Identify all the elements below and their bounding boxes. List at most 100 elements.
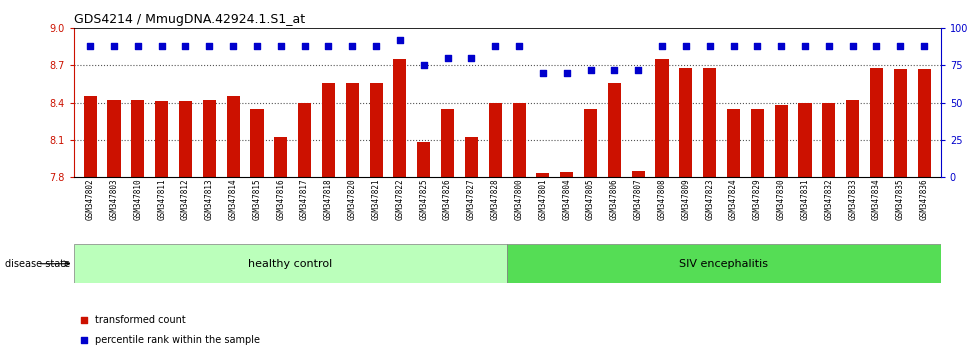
Text: GDS4214 / MmugDNA.42924.1.S1_at: GDS4214 / MmugDNA.42924.1.S1_at [74, 13, 305, 26]
Point [594, 48, 610, 54]
Point [797, 43, 812, 49]
Bar [203, 100, 216, 177]
Point [440, 55, 456, 61]
Text: GSM347821: GSM347821 [371, 178, 380, 220]
Bar [74, 244, 508, 283]
Text: GSM347834: GSM347834 [872, 178, 881, 220]
Point [583, 67, 599, 73]
Point [297, 43, 313, 49]
Bar [489, 103, 502, 177]
Point [821, 43, 837, 49]
Text: GSM347830: GSM347830 [777, 178, 786, 220]
Bar [393, 59, 407, 177]
Text: GSM347804: GSM347804 [563, 178, 571, 220]
Point [750, 43, 765, 49]
Bar [751, 109, 763, 177]
Bar [441, 109, 454, 177]
Point [464, 55, 479, 61]
Point [106, 43, 122, 49]
Bar [465, 137, 478, 177]
Text: SIV encephalitis: SIV encephalitis [679, 259, 768, 269]
Bar [274, 137, 287, 177]
Bar [179, 101, 192, 177]
Bar [656, 59, 668, 177]
Text: GSM347835: GSM347835 [896, 178, 905, 220]
Point [535, 70, 551, 76]
Text: GSM347816: GSM347816 [276, 178, 285, 220]
Point [893, 43, 908, 49]
Bar [226, 96, 240, 177]
Text: GSM347824: GSM347824 [729, 178, 738, 220]
Point [702, 43, 717, 49]
Point [678, 43, 694, 49]
Text: GSM347812: GSM347812 [181, 178, 190, 220]
Text: GSM347832: GSM347832 [824, 178, 833, 220]
Text: GSM347827: GSM347827 [466, 178, 476, 220]
Point [868, 43, 884, 49]
Text: GSM347818: GSM347818 [324, 178, 333, 220]
Point [916, 43, 932, 49]
Point [202, 43, 218, 49]
Point [154, 43, 170, 49]
Text: GSM347836: GSM347836 [919, 178, 929, 220]
Point [273, 43, 289, 49]
Point [225, 43, 241, 49]
Text: GSM347817: GSM347817 [300, 178, 309, 220]
Bar [108, 100, 121, 177]
Point [392, 38, 408, 43]
Text: GSM347820: GSM347820 [348, 178, 357, 220]
Bar [561, 172, 573, 177]
Bar [703, 68, 716, 177]
Text: GSM347822: GSM347822 [395, 178, 405, 220]
Text: GSM347811: GSM347811 [157, 178, 167, 220]
Text: GSM347829: GSM347829 [753, 178, 761, 220]
Bar [508, 244, 941, 283]
Point [630, 67, 646, 73]
Bar [417, 142, 430, 177]
Text: GSM347807: GSM347807 [634, 178, 643, 220]
Point [368, 43, 384, 49]
Bar [298, 103, 312, 177]
Bar [608, 83, 621, 177]
Point [607, 67, 622, 73]
Point [512, 43, 527, 49]
Text: GSM347828: GSM347828 [491, 178, 500, 220]
Bar [799, 103, 811, 177]
Bar [83, 96, 97, 177]
Text: GSM347833: GSM347833 [848, 178, 858, 220]
Bar [321, 83, 335, 177]
Text: GSM347806: GSM347806 [610, 178, 619, 220]
Point [249, 43, 265, 49]
Text: GSM347813: GSM347813 [205, 178, 214, 220]
Point [82, 43, 98, 49]
Text: GSM347814: GSM347814 [228, 178, 237, 220]
Text: GSM347808: GSM347808 [658, 178, 666, 220]
Point [320, 43, 336, 49]
Text: percentile rank within the sample: percentile rank within the sample [95, 335, 260, 345]
Bar [846, 100, 859, 177]
Bar [870, 68, 883, 177]
Bar [513, 103, 525, 177]
Point [559, 70, 574, 76]
Text: disease state: disease state [5, 259, 70, 269]
Text: GSM347823: GSM347823 [706, 178, 714, 220]
Bar [894, 69, 906, 177]
Text: GSM347805: GSM347805 [586, 178, 595, 220]
Point [845, 43, 860, 49]
Bar [632, 171, 645, 177]
Bar [917, 69, 931, 177]
Bar [131, 100, 144, 177]
Bar [346, 83, 359, 177]
Point [487, 43, 503, 49]
Point [594, 230, 610, 235]
Point [725, 43, 741, 49]
Text: GSM347810: GSM347810 [133, 178, 142, 220]
Text: GSM347801: GSM347801 [538, 178, 548, 220]
Point [344, 43, 360, 49]
Bar [679, 68, 693, 177]
Text: GSM347802: GSM347802 [85, 178, 95, 220]
Point [177, 43, 193, 49]
Text: healthy control: healthy control [248, 259, 332, 269]
Text: GSM347831: GSM347831 [801, 178, 809, 220]
Bar [155, 101, 169, 177]
